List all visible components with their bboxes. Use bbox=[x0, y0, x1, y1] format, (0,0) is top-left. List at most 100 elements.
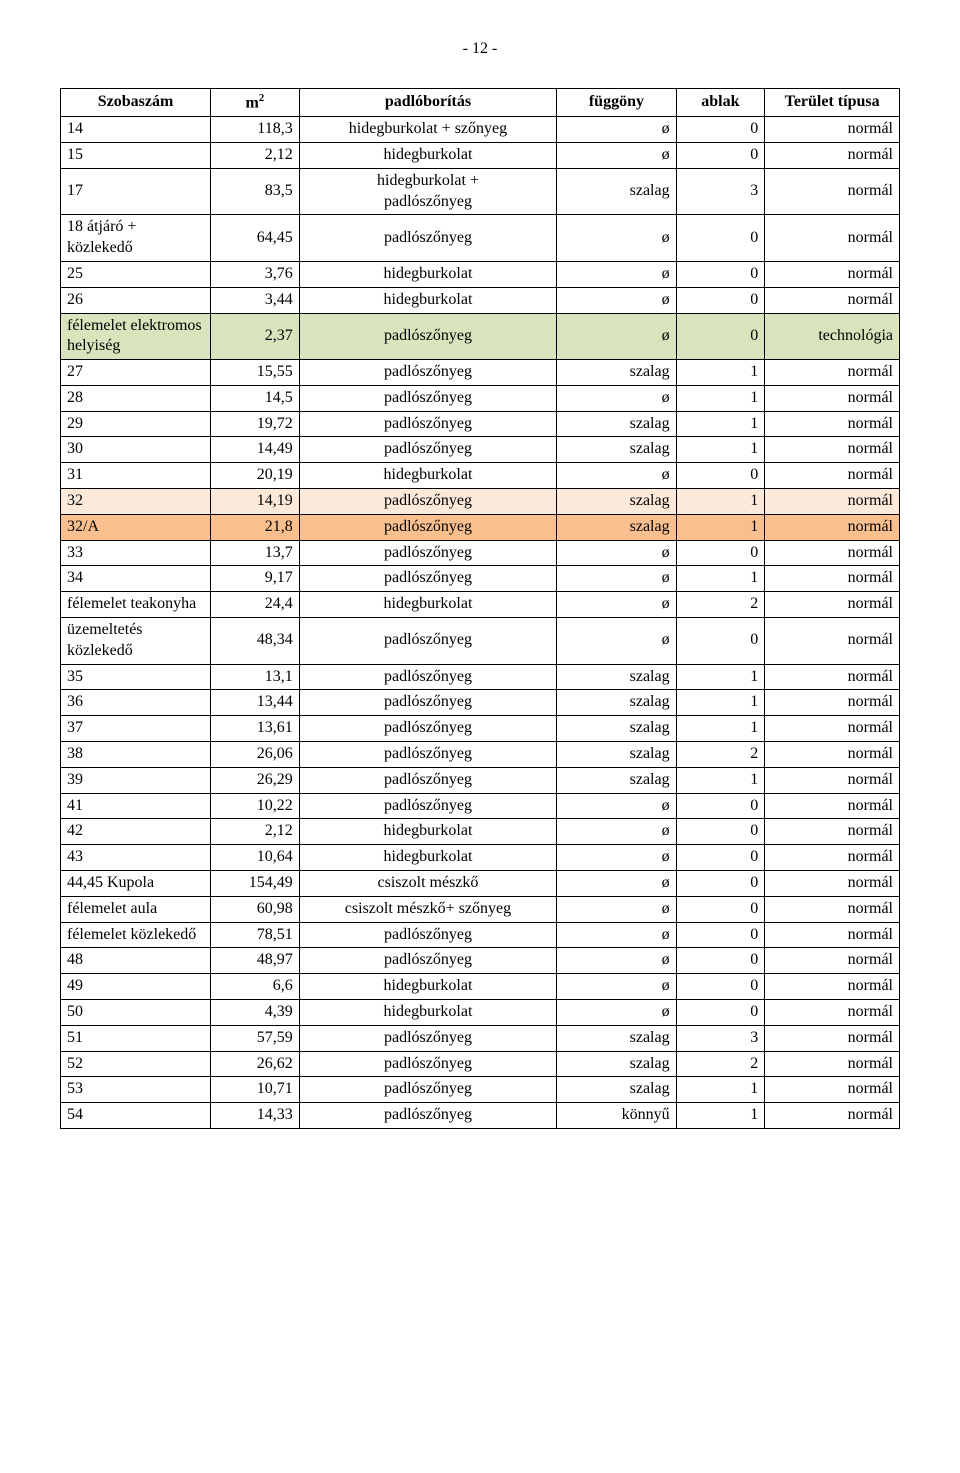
cell-window: 1 bbox=[676, 437, 765, 463]
cell-window: 0 bbox=[676, 618, 765, 665]
cell-floor: padlószőnyeg bbox=[299, 767, 557, 793]
cell-type: normál bbox=[765, 168, 900, 215]
cell-curtain: ø bbox=[557, 313, 676, 360]
cell-type: normál bbox=[765, 261, 900, 287]
table-row: 5226,62padlószőnyegszalag2normál bbox=[61, 1051, 900, 1077]
cell-window: 2 bbox=[676, 1051, 765, 1077]
cell-type: normál bbox=[765, 845, 900, 871]
cell-curtain: szalag bbox=[557, 168, 676, 215]
cell-window: 1 bbox=[676, 360, 765, 386]
cell-curtain: szalag bbox=[557, 664, 676, 690]
cell-window: 0 bbox=[676, 261, 765, 287]
cell-floor: padlószőnyeg bbox=[299, 385, 557, 411]
cell-type: normál bbox=[765, 514, 900, 540]
cell-curtain: szalag bbox=[557, 716, 676, 742]
cell-curtain: ø bbox=[557, 871, 676, 897]
table-row: 3513,1padlószőnyegszalag1normál bbox=[61, 664, 900, 690]
cell-m2: 24,4 bbox=[211, 592, 300, 618]
table-row: 263,44hidegburkolatø0normál bbox=[61, 287, 900, 313]
cell-curtain: ø bbox=[557, 896, 676, 922]
cell-room: 27 bbox=[61, 360, 211, 386]
cell-room: 34 bbox=[61, 566, 211, 592]
cell-floor: padlószőnyeg bbox=[299, 948, 557, 974]
cell-curtain: szalag bbox=[557, 1077, 676, 1103]
cell-curtain: szalag bbox=[557, 767, 676, 793]
cell-curtain: szalag bbox=[557, 437, 676, 463]
cell-m2: 78,51 bbox=[211, 922, 300, 948]
table-row: 14118,3hidegburkolat + szőnyegø0normál bbox=[61, 117, 900, 143]
table-row: 504,39hidegburkolatø0normál bbox=[61, 1000, 900, 1026]
cell-floor: hidegburkolat bbox=[299, 261, 557, 287]
cell-type: normál bbox=[765, 819, 900, 845]
cell-curtain: ø bbox=[557, 215, 676, 262]
cell-m2: 15,55 bbox=[211, 360, 300, 386]
cell-room: 30 bbox=[61, 437, 211, 463]
th-room: Szobaszám bbox=[61, 89, 211, 117]
cell-curtain: szalag bbox=[557, 411, 676, 437]
cell-window: 1 bbox=[676, 690, 765, 716]
cell-m2: 60,98 bbox=[211, 896, 300, 922]
cell-curtain: szalag bbox=[557, 742, 676, 768]
cell-m2: 57,59 bbox=[211, 1025, 300, 1051]
cell-room: félemelet teakonyha bbox=[61, 592, 211, 618]
cell-m2: 10,71 bbox=[211, 1077, 300, 1103]
cell-room: 32 bbox=[61, 489, 211, 515]
table-row: 253,76hidegburkolatø0normál bbox=[61, 261, 900, 287]
cell-type: technológia bbox=[765, 313, 900, 360]
cell-window: 0 bbox=[676, 313, 765, 360]
table-row: 2814,5padlószőnyegø1normál bbox=[61, 385, 900, 411]
cell-curtain: ø bbox=[557, 592, 676, 618]
cell-room: 37 bbox=[61, 716, 211, 742]
cell-m2: 21,8 bbox=[211, 514, 300, 540]
table-row: 4110,22padlószőnyegø0normál bbox=[61, 793, 900, 819]
cell-room: üzemeltetés közlekedő bbox=[61, 618, 211, 665]
cell-window: 0 bbox=[676, 215, 765, 262]
cell-m2: 14,49 bbox=[211, 437, 300, 463]
cell-floor: hidegburkolat +padlószőnyeg bbox=[299, 168, 557, 215]
cell-room: 35 bbox=[61, 664, 211, 690]
cell-room: 41 bbox=[61, 793, 211, 819]
cell-curtain: ø bbox=[557, 385, 676, 411]
cell-curtain: ø bbox=[557, 142, 676, 168]
cell-m2: 13,61 bbox=[211, 716, 300, 742]
cell-type: normál bbox=[765, 793, 900, 819]
cell-type: normál bbox=[765, 360, 900, 386]
cell-floor: padlószőnyeg bbox=[299, 411, 557, 437]
table-row: 3713,61padlószőnyegszalag1normál bbox=[61, 716, 900, 742]
cell-room: 29 bbox=[61, 411, 211, 437]
table-row: 4848,97padlószőnyegø0normál bbox=[61, 948, 900, 974]
cell-floor: padlószőnyeg bbox=[299, 540, 557, 566]
cell-floor: hidegburkolat bbox=[299, 845, 557, 871]
cell-m2: 118,3 bbox=[211, 117, 300, 143]
cell-window: 0 bbox=[676, 974, 765, 1000]
cell-window: 0 bbox=[676, 540, 765, 566]
cell-m2: 2,12 bbox=[211, 819, 300, 845]
cell-window: 2 bbox=[676, 742, 765, 768]
cell-m2: 10,64 bbox=[211, 845, 300, 871]
cell-floor: csiszolt mészkő+ szőnyeg bbox=[299, 896, 557, 922]
cell-m2: 14,19 bbox=[211, 489, 300, 515]
cell-type: normál bbox=[765, 540, 900, 566]
cell-m2: 14,33 bbox=[211, 1103, 300, 1129]
cell-floor: padlószőnyeg bbox=[299, 742, 557, 768]
cell-floor: hidegburkolat bbox=[299, 592, 557, 618]
cell-floor: hidegburkolat bbox=[299, 463, 557, 489]
cell-type: normál bbox=[765, 618, 900, 665]
cell-floor: hidegburkolat bbox=[299, 974, 557, 1000]
cell-room: 36 bbox=[61, 690, 211, 716]
cell-window: 1 bbox=[676, 411, 765, 437]
cell-curtain: szalag bbox=[557, 690, 676, 716]
cell-window: 0 bbox=[676, 117, 765, 143]
cell-curtain: ø bbox=[557, 463, 676, 489]
table-row: félemelet közlekedő78,51padlószőnyegø0no… bbox=[61, 922, 900, 948]
cell-curtain: ø bbox=[557, 974, 676, 1000]
table-row: 422,12hidegburkolatø0normál bbox=[61, 819, 900, 845]
rooms-table: Szobaszám m2 padlóborítás függöny ablak … bbox=[60, 88, 900, 1129]
cell-window: 1 bbox=[676, 1077, 765, 1103]
cell-window: 0 bbox=[676, 896, 765, 922]
th-window: ablak bbox=[676, 89, 765, 117]
cell-type: normál bbox=[765, 437, 900, 463]
cell-room: 32/A bbox=[61, 514, 211, 540]
cell-window: 0 bbox=[676, 948, 765, 974]
table-row: 496,6hidegburkolatø0normál bbox=[61, 974, 900, 1000]
